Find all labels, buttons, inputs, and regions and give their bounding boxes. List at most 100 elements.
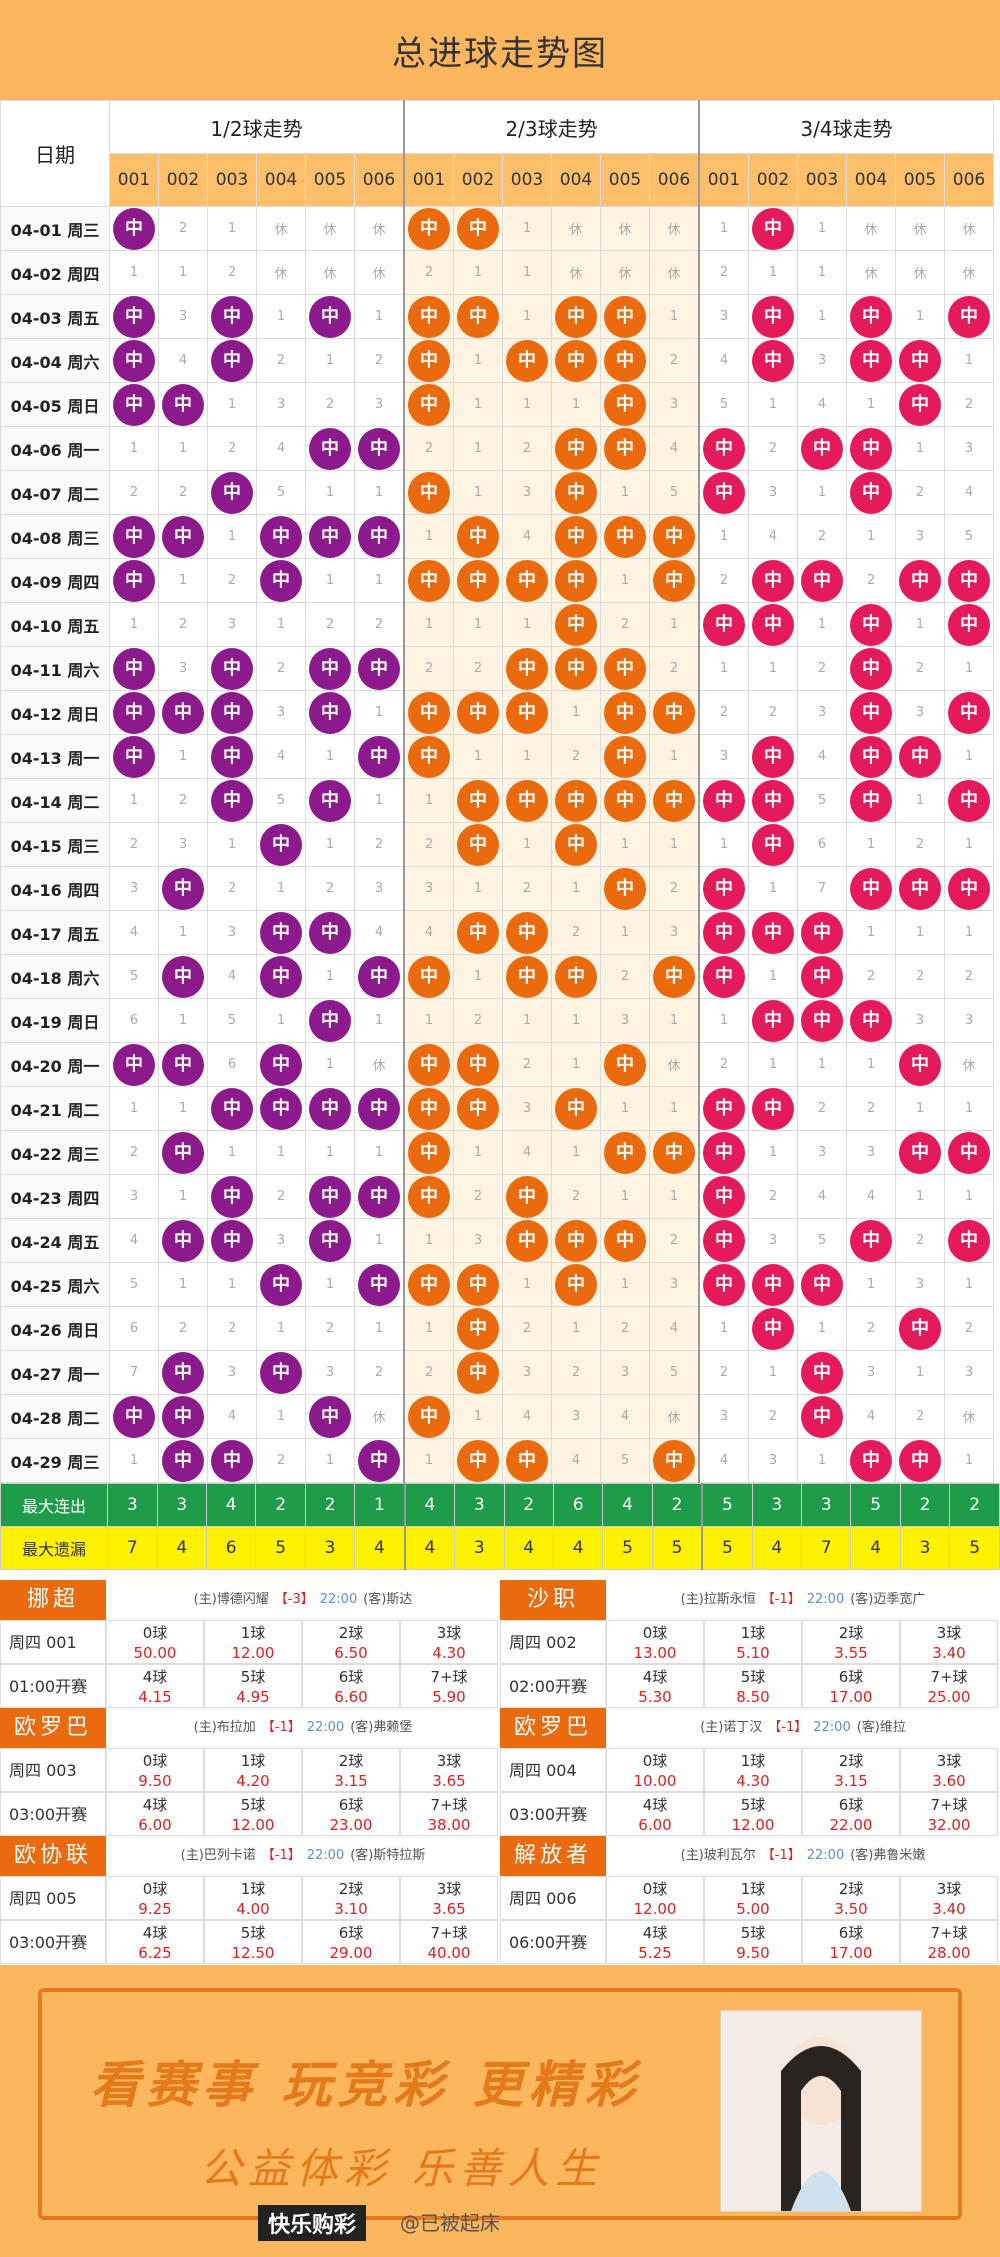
odds-option[interactable]: 5球 12.50 [204, 1920, 302, 1964]
trend-cell: 3 [354, 382, 405, 427]
odds-option[interactable]: 5球 9.50 [704, 1920, 802, 1964]
odds-option[interactable]: 1球 4.00 [204, 1876, 302, 1920]
odds-option[interactable]: 7+球 25.00 [900, 1664, 998, 1708]
odds-option[interactable]: 3球 3.65 [400, 1876, 498, 1920]
trend-cell: 1 [453, 954, 503, 999]
odds-option[interactable]: 0球 9.25 [106, 1876, 204, 1920]
hit-marker: 中 [457, 515, 499, 558]
match-start-time: 03:00开赛 [0, 1792, 106, 1836]
trend-cell: 中 [551, 954, 601, 999]
odds-option[interactable]: 5球 8.50 [704, 1664, 802, 1708]
odds-option[interactable]: 4球 5.30 [606, 1664, 704, 1708]
odds-option[interactable]: 2球 3.15 [302, 1748, 400, 1792]
odds-option[interactable]: 2球 3.50 [802, 1876, 900, 1920]
match-card[interactable]: 解放者 (主)玻利瓦尔 【-1】 22:00 (客)弗鲁米嫩 周四 006 06:00开赛 0… [500, 1836, 1000, 1964]
odds-option[interactable]: 0球 9.50 [106, 1748, 204, 1792]
column-header: 006 [354, 153, 405, 207]
trend-cell: 中 [354, 646, 405, 691]
odds-option[interactable]: 0球 12.00 [606, 1876, 704, 1920]
hit-marker: 中 [408, 383, 450, 426]
odds-option[interactable]: 4球 4.15 [106, 1664, 204, 1708]
odds-option[interactable]: 1球 4.30 [704, 1748, 802, 1792]
trend-row: 04-24 周五 4 中中 3 中 1 1 3 中中中 2 中 3 5 中 2 中 [0, 1218, 994, 1263]
match-card[interactable]: 欧协联 (主)巴列卡诺 【-1】 22:00 (客)斯特拉斯 周四 005 03:00开赛 0… [0, 1836, 500, 1964]
trend-row: 04-05 周日中中 1 3 2 3 中 1 1 1 中 3 5 1 4 1 中 2 [0, 382, 994, 427]
trend-cell: 中 [305, 426, 355, 471]
odds-option[interactable]: 2球 6.50 [302, 1620, 400, 1664]
odds-option[interactable]: 1球 5.00 [704, 1876, 802, 1920]
odds-option[interactable]: 7+球 40.00 [400, 1920, 498, 1964]
odds-option[interactable]: 7+球 38.00 [400, 1792, 498, 1836]
hit-marker: 中 [309, 647, 351, 690]
odds-option[interactable]: 6球 6.60 [302, 1664, 400, 1708]
trend-cell: 休 [649, 1394, 700, 1439]
odds-option[interactable]: 2球 3.15 [802, 1748, 900, 1792]
odds-option[interactable]: 4球 5.25 [606, 1920, 704, 1964]
odds-option[interactable]: 3球 3.40 [900, 1876, 998, 1920]
trend-cell: 3 [846, 1350, 896, 1395]
league-name: 欧罗巴 [0, 1708, 106, 1748]
odds-option[interactable]: 7+球 32.00 [900, 1792, 998, 1836]
odds-option[interactable]: 6球 17.00 [802, 1664, 900, 1708]
odds-option[interactable]: 3球 3.65 [400, 1748, 498, 1792]
odds-option[interactable]: 1球 4.20 [204, 1748, 302, 1792]
hit-marker: 中 [309, 515, 351, 558]
trend-cell: 中 [895, 734, 945, 779]
hit-marker: 中 [604, 867, 646, 910]
trend-cell: 1 [403, 1438, 454, 1483]
goal-count: 0球 [142, 1752, 168, 1770]
odds-option[interactable]: 0球 50.00 [106, 1620, 204, 1664]
odds-option[interactable]: 2球 3.55 [802, 1620, 900, 1664]
match-card[interactable]: 沙职 (主)拉斯永恒 【-1】 22:00 (客)迈季宽广 周四 002 02:00开赛 0球… [500, 1580, 1000, 1708]
odds-option[interactable]: 7+球 5.90 [400, 1664, 498, 1708]
odds-option[interactable]: 6球 17.00 [802, 1920, 900, 1964]
trend-cell: 2 [158, 470, 208, 515]
row-date: 04-28 周二 [0, 1394, 110, 1439]
odds-option[interactable]: 4球 6.25 [106, 1920, 204, 1964]
trend-cell: 2 [354, 338, 405, 383]
odds-option[interactable]: 4球 6.00 [106, 1792, 204, 1836]
odds-value: 5.10 [736, 1644, 770, 1662]
odds-option[interactable]: 6球 29.00 [302, 1920, 400, 1964]
trend-cell: 1 [256, 998, 306, 1043]
trend-cell: 1 [256, 602, 306, 647]
odds-option[interactable]: 5球 12.00 [204, 1792, 302, 1836]
hit-marker: 中 [948, 691, 990, 734]
match-card[interactable]: 欧罗巴 (主)布拉加 【-1】 22:00 (客)弗赖堡 周四 003 03:00开赛 0球 9… [0, 1708, 500, 1836]
odds-option[interactable]: 4球 6.00 [606, 1792, 704, 1836]
hit-marker: 中 [113, 383, 155, 426]
odds-option[interactable]: 0球 10.00 [606, 1748, 704, 1792]
column-header: 006 [649, 153, 700, 207]
odds-option[interactable]: 3球 3.60 [900, 1748, 998, 1792]
trend-cell: 1 [354, 294, 405, 339]
trend-row: 04-22 周三 2 中 1 1 1 1 中 1 4 1 中中中 1 3 3 中中 [0, 1130, 994, 1175]
match-card[interactable]: 欧罗巴 (主)诺丁汉 【-1】 22:00 (客)维拉 周四 004 03:00开赛 0球 10… [500, 1708, 1000, 1836]
trend-cell: 中 [600, 1130, 650, 1175]
odds-option[interactable]: 5球 12.00 [704, 1792, 802, 1836]
odds-option[interactable]: 3球 4.30 [400, 1620, 498, 1664]
trend-cell: 1 [502, 382, 552, 427]
trend-cell: 3 [158, 822, 208, 867]
trend-cell: 1 [207, 206, 257, 251]
hit-marker: 中 [260, 1263, 302, 1306]
trend-cell: 2 [354, 602, 405, 647]
trend-row: 04-03 周五中 3 中 1 中 1 中中 1 中中 1 3 中 1 中 1 中 [0, 294, 994, 339]
trend-cell: 4 [207, 954, 257, 999]
odds-option[interactable]: 6球 22.00 [802, 1792, 900, 1836]
odds-option[interactable]: 3球 3.40 [900, 1620, 998, 1664]
hit-marker: 中 [309, 295, 351, 338]
goal-count: 2球 [838, 1880, 864, 1898]
odds-option[interactable]: 1球 5.10 [704, 1620, 802, 1664]
trend-cell: 4 [846, 1394, 896, 1439]
odds-option[interactable]: 5球 4.95 [204, 1664, 302, 1708]
goal-count: 1球 [240, 1624, 266, 1642]
odds-option[interactable]: 2球 3.10 [302, 1876, 400, 1920]
match-card[interactable]: 挪超 (主)博德闪耀 【-3】 22:00 (客)斯达 周四 001 01:00开赛 0球 50… [0, 1580, 500, 1708]
trend-cell: 中 [256, 954, 306, 999]
odds-option[interactable]: 0球 13.00 [606, 1620, 704, 1664]
hit-marker: 中 [703, 955, 745, 998]
odds-option[interactable]: 7+球 28.00 [900, 1920, 998, 1964]
odds-option[interactable]: 6球 23.00 [302, 1792, 400, 1836]
odds-option[interactable]: 1球 12.00 [204, 1620, 302, 1664]
trend-cell: 中 [305, 1086, 355, 1131]
